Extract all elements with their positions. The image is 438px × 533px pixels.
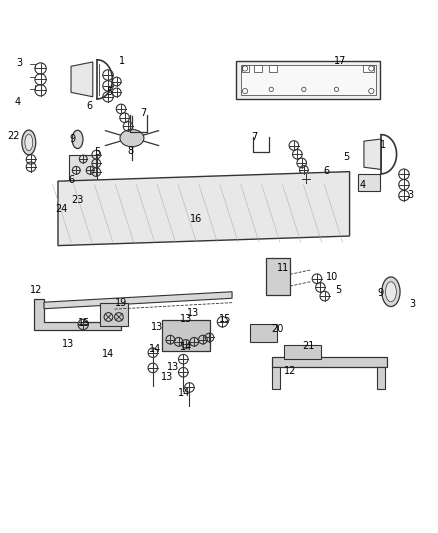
Text: 21: 21 [302,341,314,351]
Text: 13: 13 [167,361,180,372]
Text: 6: 6 [86,101,92,111]
Text: 1: 1 [119,56,125,66]
Text: 13: 13 [187,308,199,318]
Polygon shape [71,62,93,97]
Text: 14: 14 [102,349,114,359]
Text: 19: 19 [114,298,127,309]
Text: 24: 24 [55,204,67,214]
Text: 13: 13 [180,314,192,324]
Text: 11: 11 [277,263,289,273]
Text: 4: 4 [15,98,21,108]
Text: 13: 13 [62,339,74,349]
Bar [358,174,380,191]
Text: 6: 6 [323,166,329,176]
Text: 5: 5 [336,286,342,295]
Text: 13: 13 [161,373,173,383]
Polygon shape [272,357,387,367]
Ellipse shape [25,134,33,151]
Bar [254,65,261,71]
Polygon shape [58,172,350,246]
Ellipse shape [72,130,83,149]
Text: 14: 14 [149,344,162,354]
Bar [272,367,280,389]
Bar [378,367,385,389]
Text: 23: 23 [71,196,83,205]
Bar [100,303,127,326]
Text: 22: 22 [7,131,19,141]
Text: 16: 16 [190,214,202,224]
Text: 3: 3 [407,190,413,200]
Text: 5: 5 [106,86,113,96]
Bar [241,65,376,94]
Text: 14: 14 [180,342,192,352]
Bar [269,65,277,71]
Polygon shape [44,292,232,309]
Bar [69,155,97,182]
Text: 9: 9 [377,288,383,297]
Text: 12: 12 [30,285,42,295]
Text: 3: 3 [17,58,23,68]
Text: 1: 1 [381,140,387,150]
Ellipse shape [120,130,144,147]
Text: 3: 3 [409,299,415,309]
Bar [242,65,250,71]
Text: 7: 7 [140,108,146,118]
Text: 4: 4 [359,180,365,190]
Text: 5: 5 [94,147,100,157]
Text: 5: 5 [343,152,349,162]
Text: 15: 15 [219,314,231,324]
Ellipse shape [382,277,400,306]
Bar [363,65,374,71]
Bar [237,61,380,99]
Text: 15: 15 [78,318,90,328]
Polygon shape [364,139,381,169]
Text: 14: 14 [178,387,190,398]
Bar [251,324,277,342]
Text: 8: 8 [127,146,134,156]
Bar [162,320,210,351]
Text: 20: 20 [271,324,283,334]
Polygon shape [34,299,121,329]
Ellipse shape [385,282,396,302]
Bar [265,258,290,295]
Text: 10: 10 [326,272,338,282]
Text: 7: 7 [251,132,258,142]
Text: 6: 6 [69,175,75,185]
Text: 13: 13 [151,322,163,333]
Bar [284,345,321,359]
Text: 12: 12 [284,366,297,376]
Ellipse shape [22,130,36,155]
Text: 17: 17 [334,56,346,66]
Text: 9: 9 [70,134,76,143]
